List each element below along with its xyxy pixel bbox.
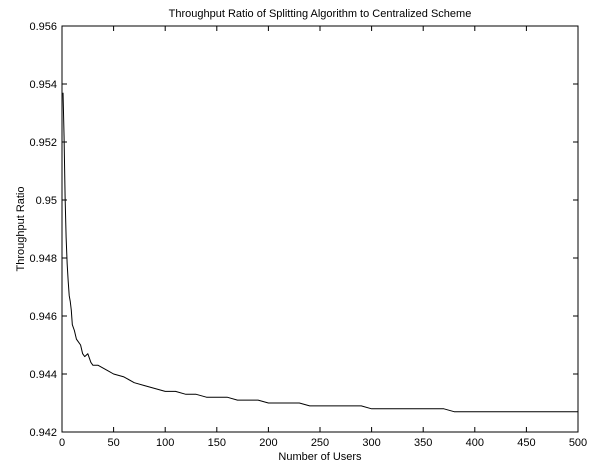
x-axis-label: Number of Users [278, 451, 362, 463]
y-tick-label: 0.942 [29, 427, 57, 439]
y-tick-label: 0.95 [36, 195, 57, 207]
x-tick-label: 150 [208, 437, 226, 449]
y-tick-label: 0.946 [29, 311, 57, 323]
series-line [62, 92, 578, 413]
y-tick-label: 0.948 [29, 253, 57, 265]
series-layer [62, 92, 578, 413]
y-axis-ticks: 0.942 0.944 0.946 0.948 0.95 0.952 0.954 0.956 [29, 21, 578, 439]
x-tick-label: 300 [362, 437, 380, 449]
chart-title: Throughput Ratio of Splitting Algorithm … [169, 8, 472, 20]
x-tick-label: 450 [517, 437, 535, 449]
x-tick-label: 400 [466, 437, 484, 449]
y-tick-label: 0.954 [29, 79, 57, 91]
y-tick-label: 0.952 [29, 137, 57, 149]
y-tick-label: 0.944 [29, 369, 57, 381]
y-axis-label: Throughput Ratio [15, 187, 27, 272]
x-tick-label: 50 [107, 437, 119, 449]
x-tick-label: 100 [156, 437, 174, 449]
x-tick-label: 350 [414, 437, 432, 449]
x-tick-label: 250 [311, 437, 329, 449]
x-tick-label: 200 [259, 437, 277, 449]
x-tick-label: 500 [569, 437, 587, 449]
x-axis-ticks: 0 50 100 150 200 250 300 350 400 450 500 [59, 26, 587, 449]
y-tick-label: 0.956 [29, 21, 57, 33]
x-tick-label: 0 [59, 437, 65, 449]
plot-area [61, 25, 579, 433]
